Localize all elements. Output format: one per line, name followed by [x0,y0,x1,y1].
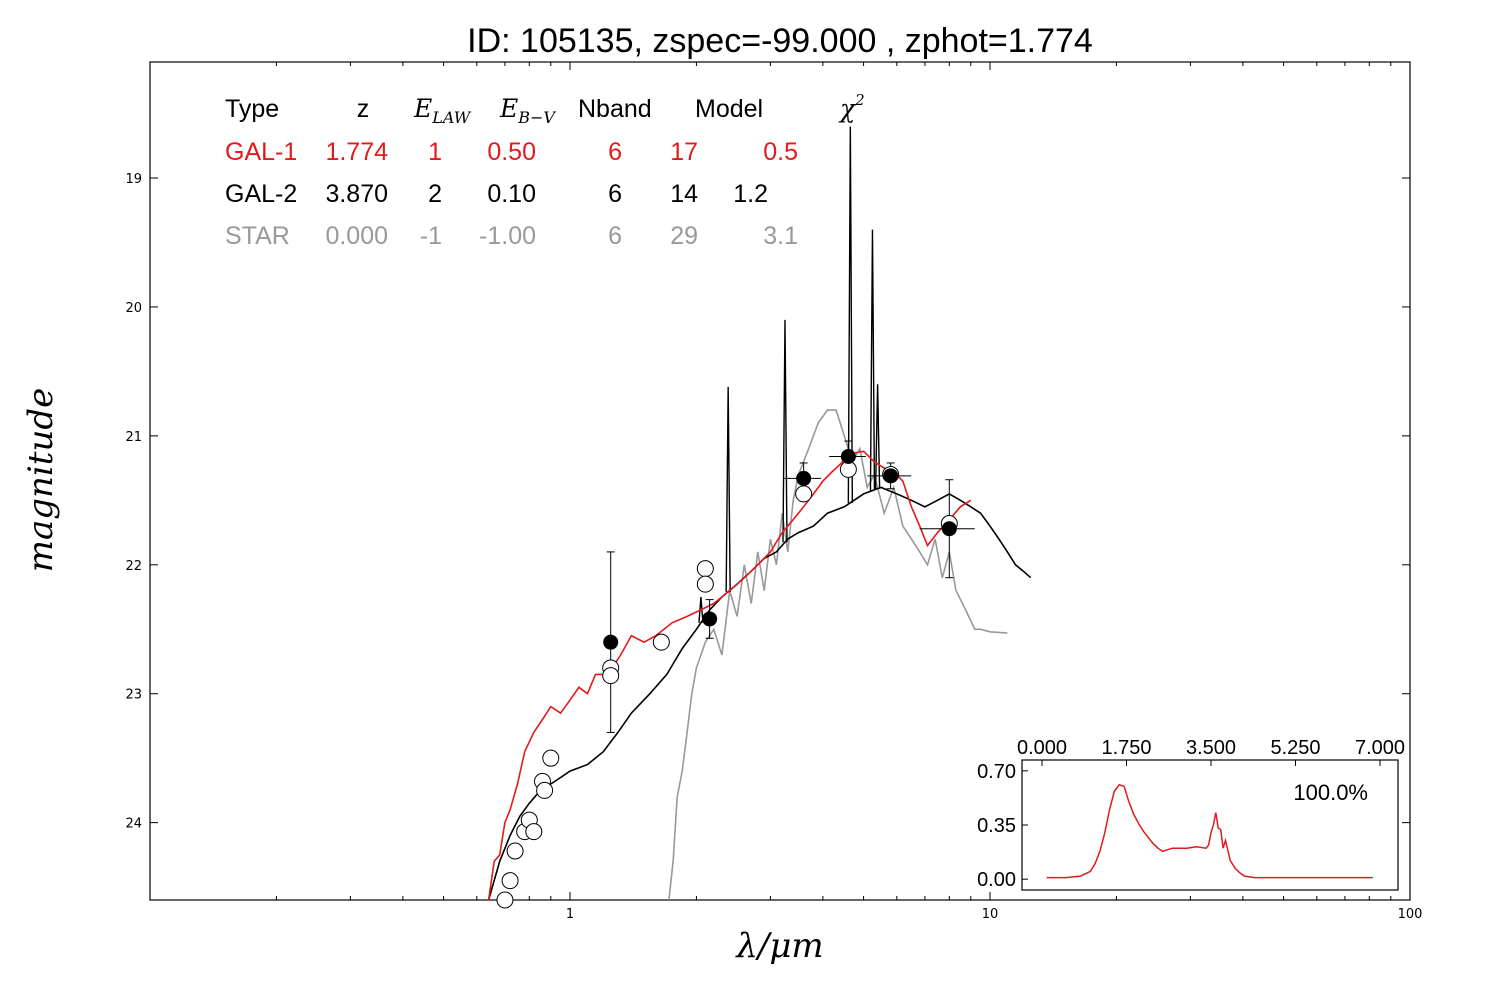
table-header-type: Type [225,95,279,123]
model-magnitude-point [496,891,514,909]
photometry-points [496,449,958,909]
inset-y-tick-label: 0.70 [977,761,1016,783]
series-line-gal-2 [487,486,1032,900]
x-tick-label: 100 [1398,907,1423,922]
table-cell-model: 17 [670,138,698,166]
plot-frame [149,61,1411,901]
table-header-model: Model [695,95,763,123]
x-axis-label: λ/μm [734,926,823,966]
table-cell-ebv: -1.00 [479,222,536,250]
y-tick-label: 24 [125,817,142,832]
table-header-ebv: EB−V [499,94,556,127]
table-cell-elaw: 1 [428,138,442,166]
table-cell-type: GAL-1 [225,138,297,166]
table-cell-z: 3.870 [325,180,388,208]
y-tick-label: 19 [125,172,142,187]
table-rows: GAL-1 1.774 1 0.50 6 17 0.5 GAL-2 3.870 2 0.10 6 14 1… [225,138,798,250]
y-tick-label: 20 [125,301,142,316]
y-tick-label: 23 [125,688,142,703]
table-cell-elaw: -1 [420,222,442,250]
model-magnitude-point [795,485,813,503]
model-magnitude-point [525,823,543,841]
table-cell-elaw: 2 [428,180,442,208]
inset-x-tick-label: 7.000 [1355,737,1405,759]
table-cell-ebv: 0.10 [487,180,536,208]
table-header-elaw: ELAW [413,94,472,127]
table-cell-chi2: 1.2 [733,180,768,208]
table-cell-nband: 6 [608,222,622,250]
model-magnitude-point [696,575,714,593]
x-tick-label: 10 [982,907,999,922]
pdz-inset: 0.000 1.750 3.500 5.250 7.000 0.70 0.35 0.00 10… [977,737,1405,891]
emission-spike [698,596,704,623]
table-cell-ebv: 0.50 [487,138,536,166]
inset-y-tick-label: 0.35 [977,815,1016,837]
table-cell-chi2: 0.5 [763,138,798,166]
table-cell-z: 0.000 [325,222,388,250]
inset-pdz-line [1046,783,1373,879]
emission-spike [725,386,731,592]
inset-x-tick-label: 3.500 [1186,737,1236,759]
table-cell-nband: 6 [608,180,622,208]
inset-ticks: 0.000 1.750 3.500 5.250 7.000 0.70 0.35 0.00 [977,737,1405,891]
inset-x-tick-label: 0.000 [1017,737,1067,759]
y-tick-label: 21 [125,430,142,445]
y-tick-label: 22 [125,559,142,574]
series-line-star [668,409,1008,900]
y-axis-label: magnitude [21,388,61,573]
table-cell-type: STAR [225,222,290,250]
table-header-z: z [357,95,370,123]
table-cell-z: 1.774 [325,138,388,166]
model-magnitude-point [696,560,714,578]
chart-title: ID: 105135, zspec=-99.000 , zphot=1.774 [467,22,1093,60]
emission-spike [874,384,881,489]
x-tick-label: 1 [566,907,574,922]
emission-spike [869,229,876,491]
inset-annotation: 100.0% [1293,780,1368,805]
inset-frame [1021,759,1399,891]
model-magnitude-point [652,633,670,651]
model-magnitude-point [501,872,519,890]
inset-x-tick-label: 1.750 [1101,737,1151,759]
model-magnitude-point [602,667,620,685]
table-header-nband: Nband [578,95,652,123]
observed-magnitude-point [796,470,812,486]
table-cell-chi2: 3.1 [763,222,798,250]
table-cell-type: GAL-2 [225,180,297,208]
error-bars [497,440,975,901]
table-header-chi2: χ2 [838,91,865,123]
inset-y-tick-label: 0.00 [977,869,1016,891]
observed-magnitude-point [840,449,856,465]
observed-magnitude-point [603,634,619,650]
table-cell-model: 14 [670,180,698,208]
fit-table: Type z ELAW EB−V Nband Model χ2 GAL-1 1.7… [225,91,865,250]
table-cell-nband: 6 [608,138,622,166]
emission-spike [782,319,788,543]
model-magnitude-point [536,781,554,799]
emission-spike [847,126,854,503]
observed-magnitude-point [941,521,957,537]
table-cell-model: 29 [670,222,698,250]
observed-magnitude-point [883,468,899,484]
model-magnitude-point [506,842,524,860]
model-magnitude-point [542,749,560,767]
observed-magnitude-point [702,611,718,627]
inset-x-tick-label: 5.250 [1270,737,1320,759]
